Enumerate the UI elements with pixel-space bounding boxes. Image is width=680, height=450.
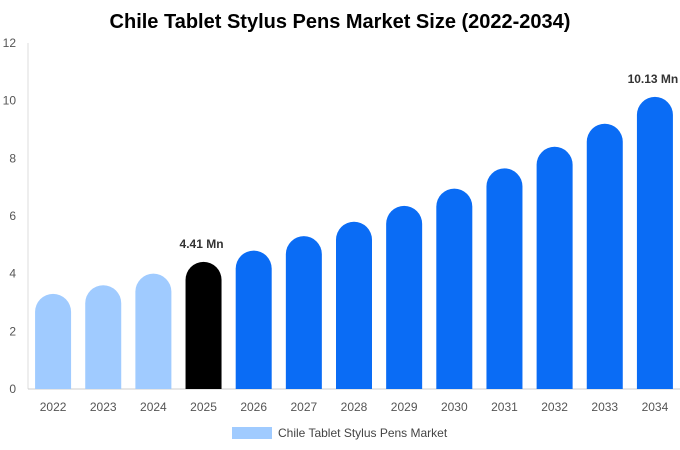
x-tick-label: 2030 — [441, 400, 468, 414]
x-tick-label: 2024 — [140, 400, 167, 414]
data-label: 10.13 Mn — [628, 72, 679, 86]
y-axis-ticks: 0 2 4 6 8 10 12 — [3, 36, 17, 396]
x-tick-label: 2026 — [240, 400, 267, 414]
y-tick-label: 12 — [3, 36, 17, 50]
x-tick-label: 2031 — [491, 400, 518, 414]
x-tick-label: 2022 — [40, 400, 67, 414]
data-labels: 4.41 Mn 10.13 Mn — [180, 72, 679, 251]
bar-2028[interactable] — [336, 221, 372, 389]
legend-label: Chile Tablet Stylus Pens Market — [278, 426, 448, 440]
x-tick-label: 2023 — [90, 400, 117, 414]
x-tick-label: 2028 — [341, 400, 368, 414]
x-tick-label: 2025 — [190, 400, 217, 414]
bar-2026[interactable] — [235, 250, 272, 389]
bar-2031[interactable] — [486, 168, 523, 389]
legend[interactable]: Chile Tablet Stylus Pens Market — [232, 426, 448, 440]
x-axis-ticks: 2022 2023 2024 2025 2026 2027 2028 2029 2030 2031… — [40, 400, 669, 414]
y-tick-label: 2 — [9, 324, 16, 338]
chart-title: Chile Tablet Stylus Pens Market Size (20… — [110, 11, 571, 33]
bar-2025[interactable] — [185, 261, 222, 389]
bar-2034[interactable] — [636, 96, 673, 390]
bar-2030[interactable] — [436, 188, 473, 389]
bar-2033[interactable] — [586, 123, 623, 389]
bar-2022[interactable] — [35, 293, 72, 389]
bar-2032[interactable] — [536, 146, 573, 389]
legend-swatch — [232, 427, 272, 439]
bar-2023[interactable] — [85, 285, 122, 389]
y-tick-label: 0 — [9, 382, 16, 396]
y-tick-label: 4 — [9, 267, 16, 281]
x-tick-label: 2027 — [290, 400, 317, 414]
x-tick-label: 2029 — [391, 400, 418, 414]
x-tick-label: 2033 — [591, 400, 618, 414]
bar-2024[interactable] — [135, 273, 172, 389]
y-tick-label: 8 — [9, 151, 16, 165]
data-label: 4.41 Mn — [180, 237, 224, 251]
x-tick-label: 2032 — [541, 400, 568, 414]
bar-2027[interactable] — [285, 236, 322, 389]
bar-2029[interactable] — [386, 205, 423, 389]
bars — [35, 96, 673, 390]
y-tick-label: 10 — [3, 94, 17, 108]
x-tick-label: 2034 — [642, 400, 669, 414]
y-tick-label: 6 — [9, 209, 16, 223]
